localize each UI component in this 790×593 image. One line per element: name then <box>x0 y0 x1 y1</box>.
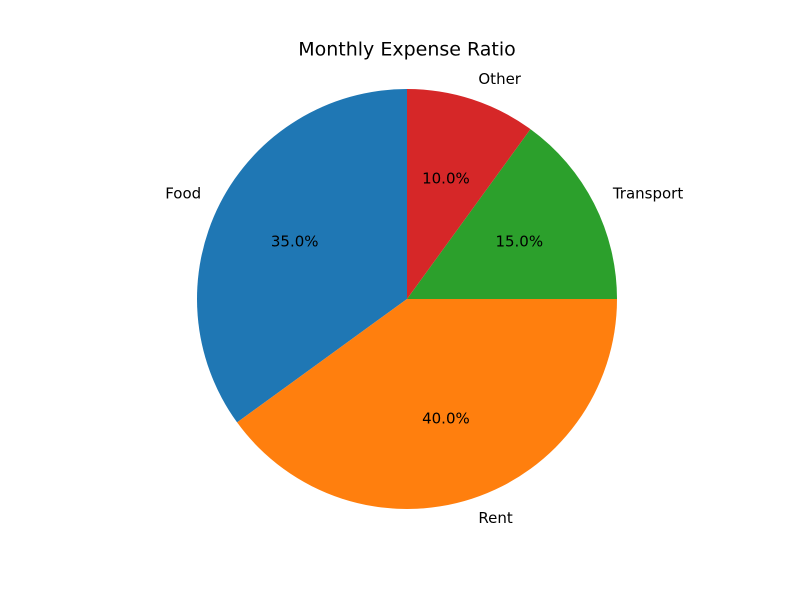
value-label: 40.0% <box>422 409 470 427</box>
pie-slice <box>196 89 407 423</box>
pie-slice <box>237 299 617 509</box>
slice-label: Food <box>165 185 201 203</box>
pie-slice <box>407 129 617 299</box>
slice-label: Transport <box>612 185 684 203</box>
slice-label: Rent <box>478 509 512 527</box>
value-label: 35.0% <box>271 232 319 250</box>
pie-slice <box>407 89 531 299</box>
chart-title: Monthly Expense Ratio <box>298 39 516 61</box>
value-label: 15.0% <box>495 232 543 250</box>
value-label: 10.0% <box>422 170 470 188</box>
slice-label: Other <box>478 70 521 88</box>
